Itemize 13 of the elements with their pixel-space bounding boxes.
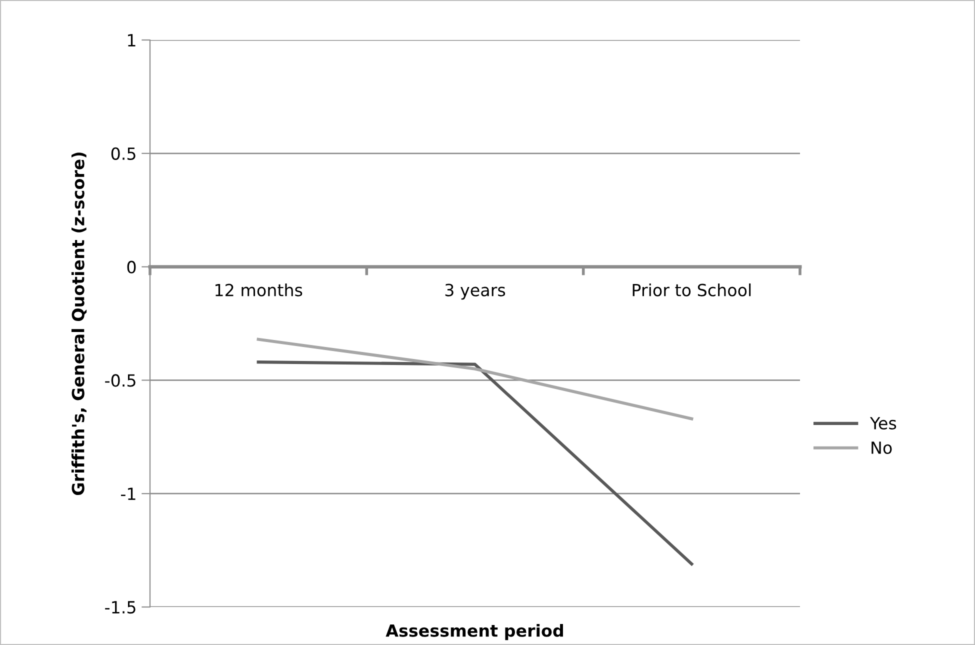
y-tick-label: -1.5 [105, 601, 136, 614]
x-tick-label: 3 years [445, 284, 506, 300]
legend-label: No [872, 442, 892, 454]
y-tick-label: 0.5 [111, 147, 136, 160]
y-tick-label: 1 [128, 34, 136, 46]
y-tick-label: 0 [127, 260, 136, 274]
y-tick-label: -1 [121, 488, 136, 500]
x-axis-title: Assessment period [386, 624, 563, 640]
y-axis-title: Griffith's, General Quotient (z-score) [71, 152, 87, 496]
y-tick-label: -0.5 [105, 374, 136, 387]
x-tick-label: 12 months [216, 283, 302, 296]
x-tick-label: Prior to School [632, 283, 751, 296]
legend-label: Yes [870, 417, 896, 430]
